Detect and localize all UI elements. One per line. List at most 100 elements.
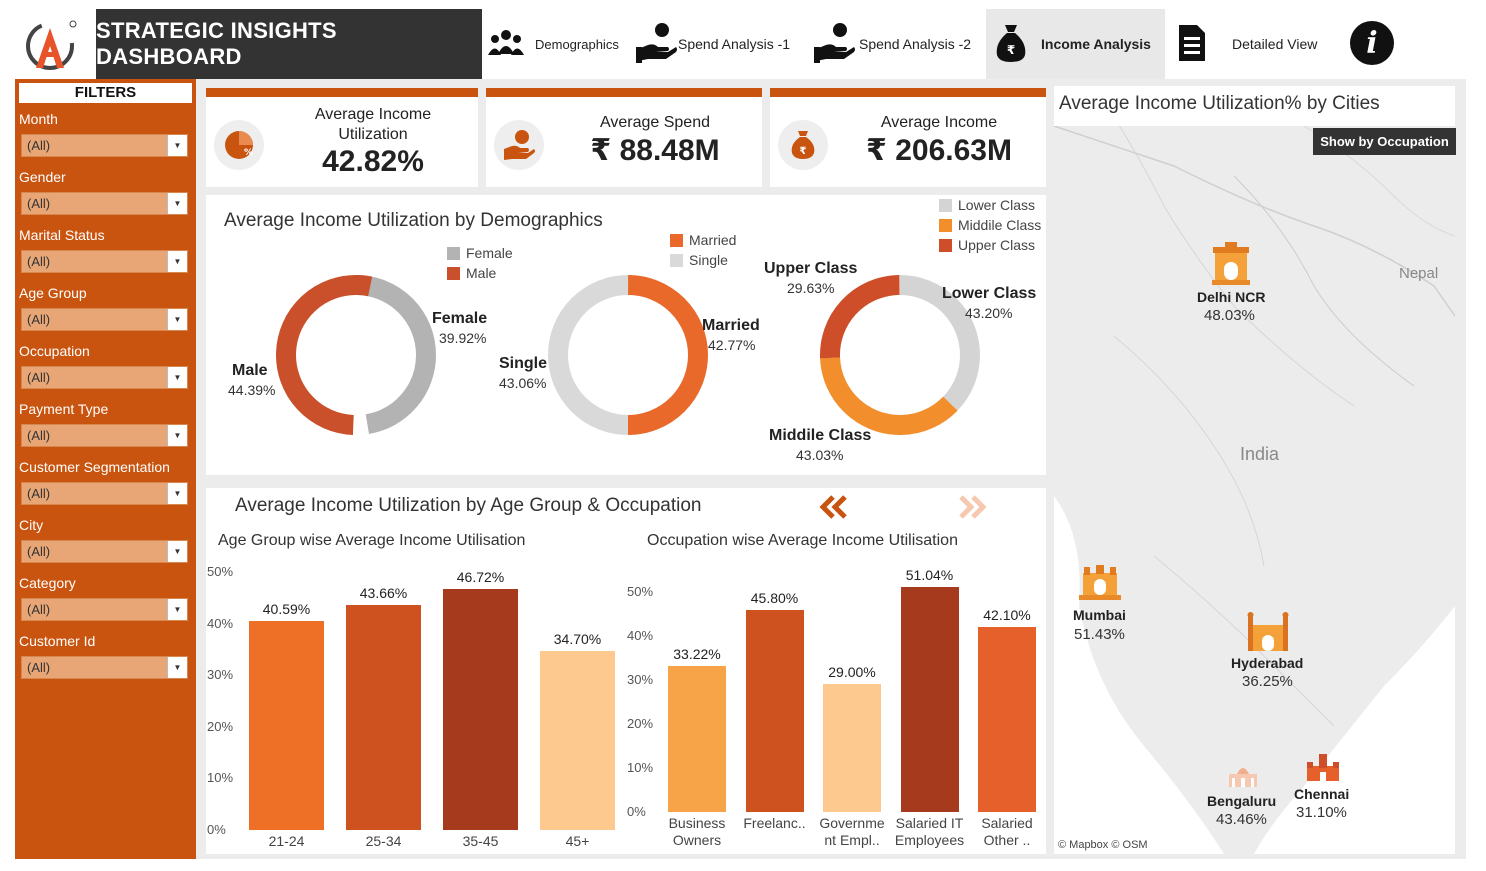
nav-income-analysis[interactable]: ₹ Income Analysis <box>986 9 1165 79</box>
chevron-down-icon[interactable]: ▼ <box>167 309 187 330</box>
y-axis-tick: 50% <box>207 564 234 579</box>
y-axis-tick: 30% <box>207 667 234 683</box>
nav-spend-analysis-1[interactable]: Spend Analysis -1 <box>636 9 806 79</box>
donut-segment-single[interactable] <box>548 275 708 435</box>
chevron-down-icon[interactable]: ▼ <box>167 541 187 562</box>
filter-category-select[interactable]: (All) ▼ <box>21 598 188 621</box>
filter-label-city: City <box>19 517 44 533</box>
hand-coin-icon <box>636 21 678 68</box>
y-axis-tick: 40% <box>207 615 234 631</box>
bar-salaried-it-employees[interactable] <box>900 587 959 812</box>
filter-value: (All) <box>27 544 51 559</box>
filter-month-select[interactable]: (All) ▼ <box>21 134 188 157</box>
marital-donut-chart <box>548 275 708 435</box>
kpi-accent-bar <box>206 88 478 97</box>
filter-marital-status-select[interactable]: (All) ▼ <box>21 250 188 273</box>
document-icon <box>1176 23 1208 66</box>
city-name-bengaluru: Bengaluru <box>1207 793 1277 809</box>
show-by-occupation-button[interactable]: Show by Occupation <box>1313 128 1456 155</box>
city-map[interactable] <box>1054 86 1455 854</box>
legend-label: Male <box>466 265 497 281</box>
filter-age-group-select[interactable]: (All) ▼ <box>21 308 188 331</box>
india-gate-icon[interactable] <box>1210 242 1252 291</box>
double-chevron-right-icon[interactable] <box>957 495 987 524</box>
filter-value: (All) <box>27 370 51 385</box>
age-occupation-title: Average Income Utilization by Age Group … <box>235 495 702 516</box>
y-axis-tick: 20% <box>627 716 654 731</box>
chevron-down-icon[interactable]: ▼ <box>167 425 187 446</box>
legend-upper-class: Upper Class <box>939 237 1035 253</box>
donut-segment-upper-class[interactable] <box>820 275 980 435</box>
nav-demographics[interactable]: Demographics <box>487 9 627 79</box>
filter-label-payment-type: Payment Type <box>19 401 109 417</box>
y-axis-tick: 10% <box>627 760 654 775</box>
filter-label-gender: Gender <box>19 169 66 185</box>
double-chevron-left-icon[interactable] <box>819 495 849 524</box>
segment-value: 43.20% <box>965 305 1013 321</box>
segment-name: Upper Class <box>764 260 858 277</box>
hand-coin-icon <box>814 21 856 68</box>
info-icon[interactable]: i <box>1350 21 1394 65</box>
charminar-icon[interactable] <box>1246 611 1290 658</box>
bar-business-owners[interactable] <box>668 665 726 812</box>
kpi-value: 42.82% <box>322 145 424 178</box>
donut-segment-lower-class[interactable] <box>820 275 980 435</box>
central-station-icon[interactable] <box>1305 752 1341 787</box>
donut-segment-middle-class[interactable] <box>820 275 980 435</box>
legend-label: Upper Class <box>958 237 1036 253</box>
bar-freelanc-[interactable] <box>745 610 804 812</box>
occupation-chart-title: Occupation wise Average Income Utilisati… <box>647 532 958 549</box>
filters-title: FILTERS <box>19 83 192 103</box>
nav-detailed-view[interactable]: Detailed View <box>1176 9 1336 79</box>
segment-name: Single <box>499 355 548 372</box>
y-axis-tick: 0% <box>627 804 646 819</box>
vidhana-soudha-icon[interactable] <box>1228 762 1258 793</box>
filter-value: (All) <box>27 312 51 327</box>
bar-25-34[interactable] <box>346 604 421 830</box>
legend-label: Middile Class <box>958 217 1042 233</box>
filter-customer-id-select[interactable]: (All) ▼ <box>21 656 188 679</box>
kpi-value: ₹ 88.48M <box>590 134 720 167</box>
chevron-down-icon[interactable]: ▼ <box>167 599 187 620</box>
gateway-of-india-icon[interactable] <box>1077 563 1123 606</box>
bar-value-label: 46.72% <box>456 568 505 585</box>
kpi-value: ₹ 206.63M <box>866 134 1012 167</box>
bar-35-45[interactable] <box>443 588 518 830</box>
bar-salaried-other-[interactable] <box>978 626 1036 812</box>
chevron-down-icon[interactable]: ▼ <box>167 135 187 156</box>
chevron-down-icon[interactable]: ▼ <box>167 657 187 678</box>
segment-value: 39.92% <box>439 330 487 346</box>
chevron-down-icon[interactable]: ▼ <box>167 367 187 388</box>
legend-middle-class: Middile Class <box>939 217 1041 233</box>
category-label-line: Salaried IT <box>895 815 964 831</box>
nav-label: Spend Analysis -2 <box>859 36 972 52</box>
legend-swatch <box>670 233 683 247</box>
filter-payment-type-select[interactable]: (All) ▼ <box>21 424 188 447</box>
kpi-average-spend: Average Spend ₹ 88.48M <box>486 88 762 187</box>
category-label: 45+ <box>565 833 590 849</box>
bar-21-24[interactable] <box>249 620 324 830</box>
chevron-down-icon[interactable]: ▼ <box>167 483 187 504</box>
chevron-down-icon[interactable]: ▼ <box>167 251 187 272</box>
category-label-line: Freelanc.. <box>743 815 806 831</box>
category-label: Freelanc.. <box>734 815 816 832</box>
legend-single: Single <box>670 252 728 268</box>
kpi-average-income: ₹ Average Income ₹ 206.63M <box>770 88 1046 187</box>
bar-governme-nt-empl-[interactable] <box>823 684 881 812</box>
filter-occupation-select[interactable]: (All) ▼ <box>21 366 188 389</box>
filter-label-age-group: Age Group <box>19 285 87 301</box>
demographics-title: Average Income Utilization by Demographi… <box>224 210 603 231</box>
city-value-mumbai: 51.43% <box>1074 626 1125 643</box>
y-axis-tick: 20% <box>207 718 234 734</box>
filter-label-customer-segmentation: Customer Segmentation <box>19 459 170 475</box>
map-label-india: India <box>1240 444 1280 464</box>
filter-city-select[interactable]: (All) ▼ <box>21 540 188 563</box>
legend-label: Married <box>689 232 737 248</box>
bar-45-[interactable] <box>540 650 615 830</box>
chevron-down-icon[interactable]: ▼ <box>167 193 187 214</box>
nav-spend-analysis-2[interactable]: Spend Analysis -2 <box>814 9 984 79</box>
money-bag-icon: ₹ <box>778 120 828 170</box>
filter-gender-select[interactable]: (All) ▼ <box>21 192 188 215</box>
money-bag-icon: ₹ <box>994 23 1028 66</box>
filter-customer-segmentation-select[interactable]: (All) ▼ <box>21 482 188 505</box>
